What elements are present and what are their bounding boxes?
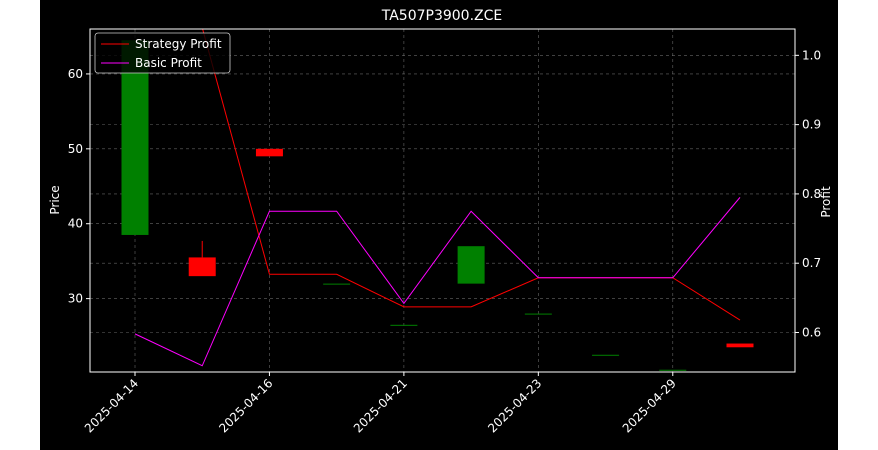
candle-body (188, 257, 216, 277)
series-line-basic-profit (134, 197, 741, 367)
y-axis-label: Price (48, 185, 62, 214)
y2-axis-label: Profit (819, 186, 833, 218)
candle-body (524, 313, 552, 315)
legend-label: Strategy Profit (135, 37, 222, 51)
y2-tick-label: 0.8 (802, 187, 821, 201)
candle-body (255, 148, 283, 157)
y-tick-label: 50 (68, 142, 83, 156)
candle (726, 343, 754, 348)
candle (659, 369, 687, 371)
legend-item: Basic Profit (101, 56, 202, 70)
candles (121, 40, 754, 371)
x-tick-label: 2025-04-29 (620, 376, 679, 435)
candle-body (726, 343, 754, 348)
candle (390, 324, 418, 326)
y2-tick-label: 0.7 (802, 256, 821, 270)
candle-body (323, 283, 351, 285)
candle (457, 246, 485, 284)
x-tick-label: 2025-04-21 (351, 376, 410, 435)
profit-lines (134, 29, 741, 367)
legend: Strategy Profit Basic Profit (94, 32, 231, 74)
y2-tick-label: 0.9 (802, 118, 821, 132)
candle (255, 148, 283, 157)
x-tick-label: 2025-04-16 (216, 376, 275, 435)
y2-tick-label: 1.0 (802, 48, 821, 62)
plot-frame (89, 28, 796, 373)
chart-figure: 2025-04-14 2025-04-16 2025-04-21 2025-04-23… (40, 0, 838, 450)
y-tick-label: 60 (68, 67, 83, 81)
candle (524, 313, 552, 315)
chart-title: TA507P3900.ZCE (381, 8, 503, 24)
candle (592, 354, 620, 356)
candle-body (457, 246, 485, 284)
y-tick-label: 40 (68, 217, 83, 231)
candle-body (592, 354, 620, 356)
y2-tick-label: 0.6 (802, 326, 821, 340)
grid (90, 29, 795, 372)
x-tick-label: 2025-04-14 (82, 376, 141, 435)
candle-body (659, 369, 687, 371)
candlestick-profit-chart: 2025-04-14 2025-04-16 2025-04-21 2025-04-23… (48, 8, 833, 435)
y-tick-label: 30 (68, 292, 83, 306)
axes: 2025-04-14 2025-04-16 2025-04-21 2025-04-23… (68, 48, 821, 435)
candle (188, 240, 216, 277)
legend-item: Strategy Profit (101, 37, 222, 51)
legend-label: Basic Profit (135, 56, 202, 70)
candle (323, 283, 351, 285)
candle-body (390, 324, 418, 326)
x-tick-label: 2025-04-23 (485, 376, 544, 435)
